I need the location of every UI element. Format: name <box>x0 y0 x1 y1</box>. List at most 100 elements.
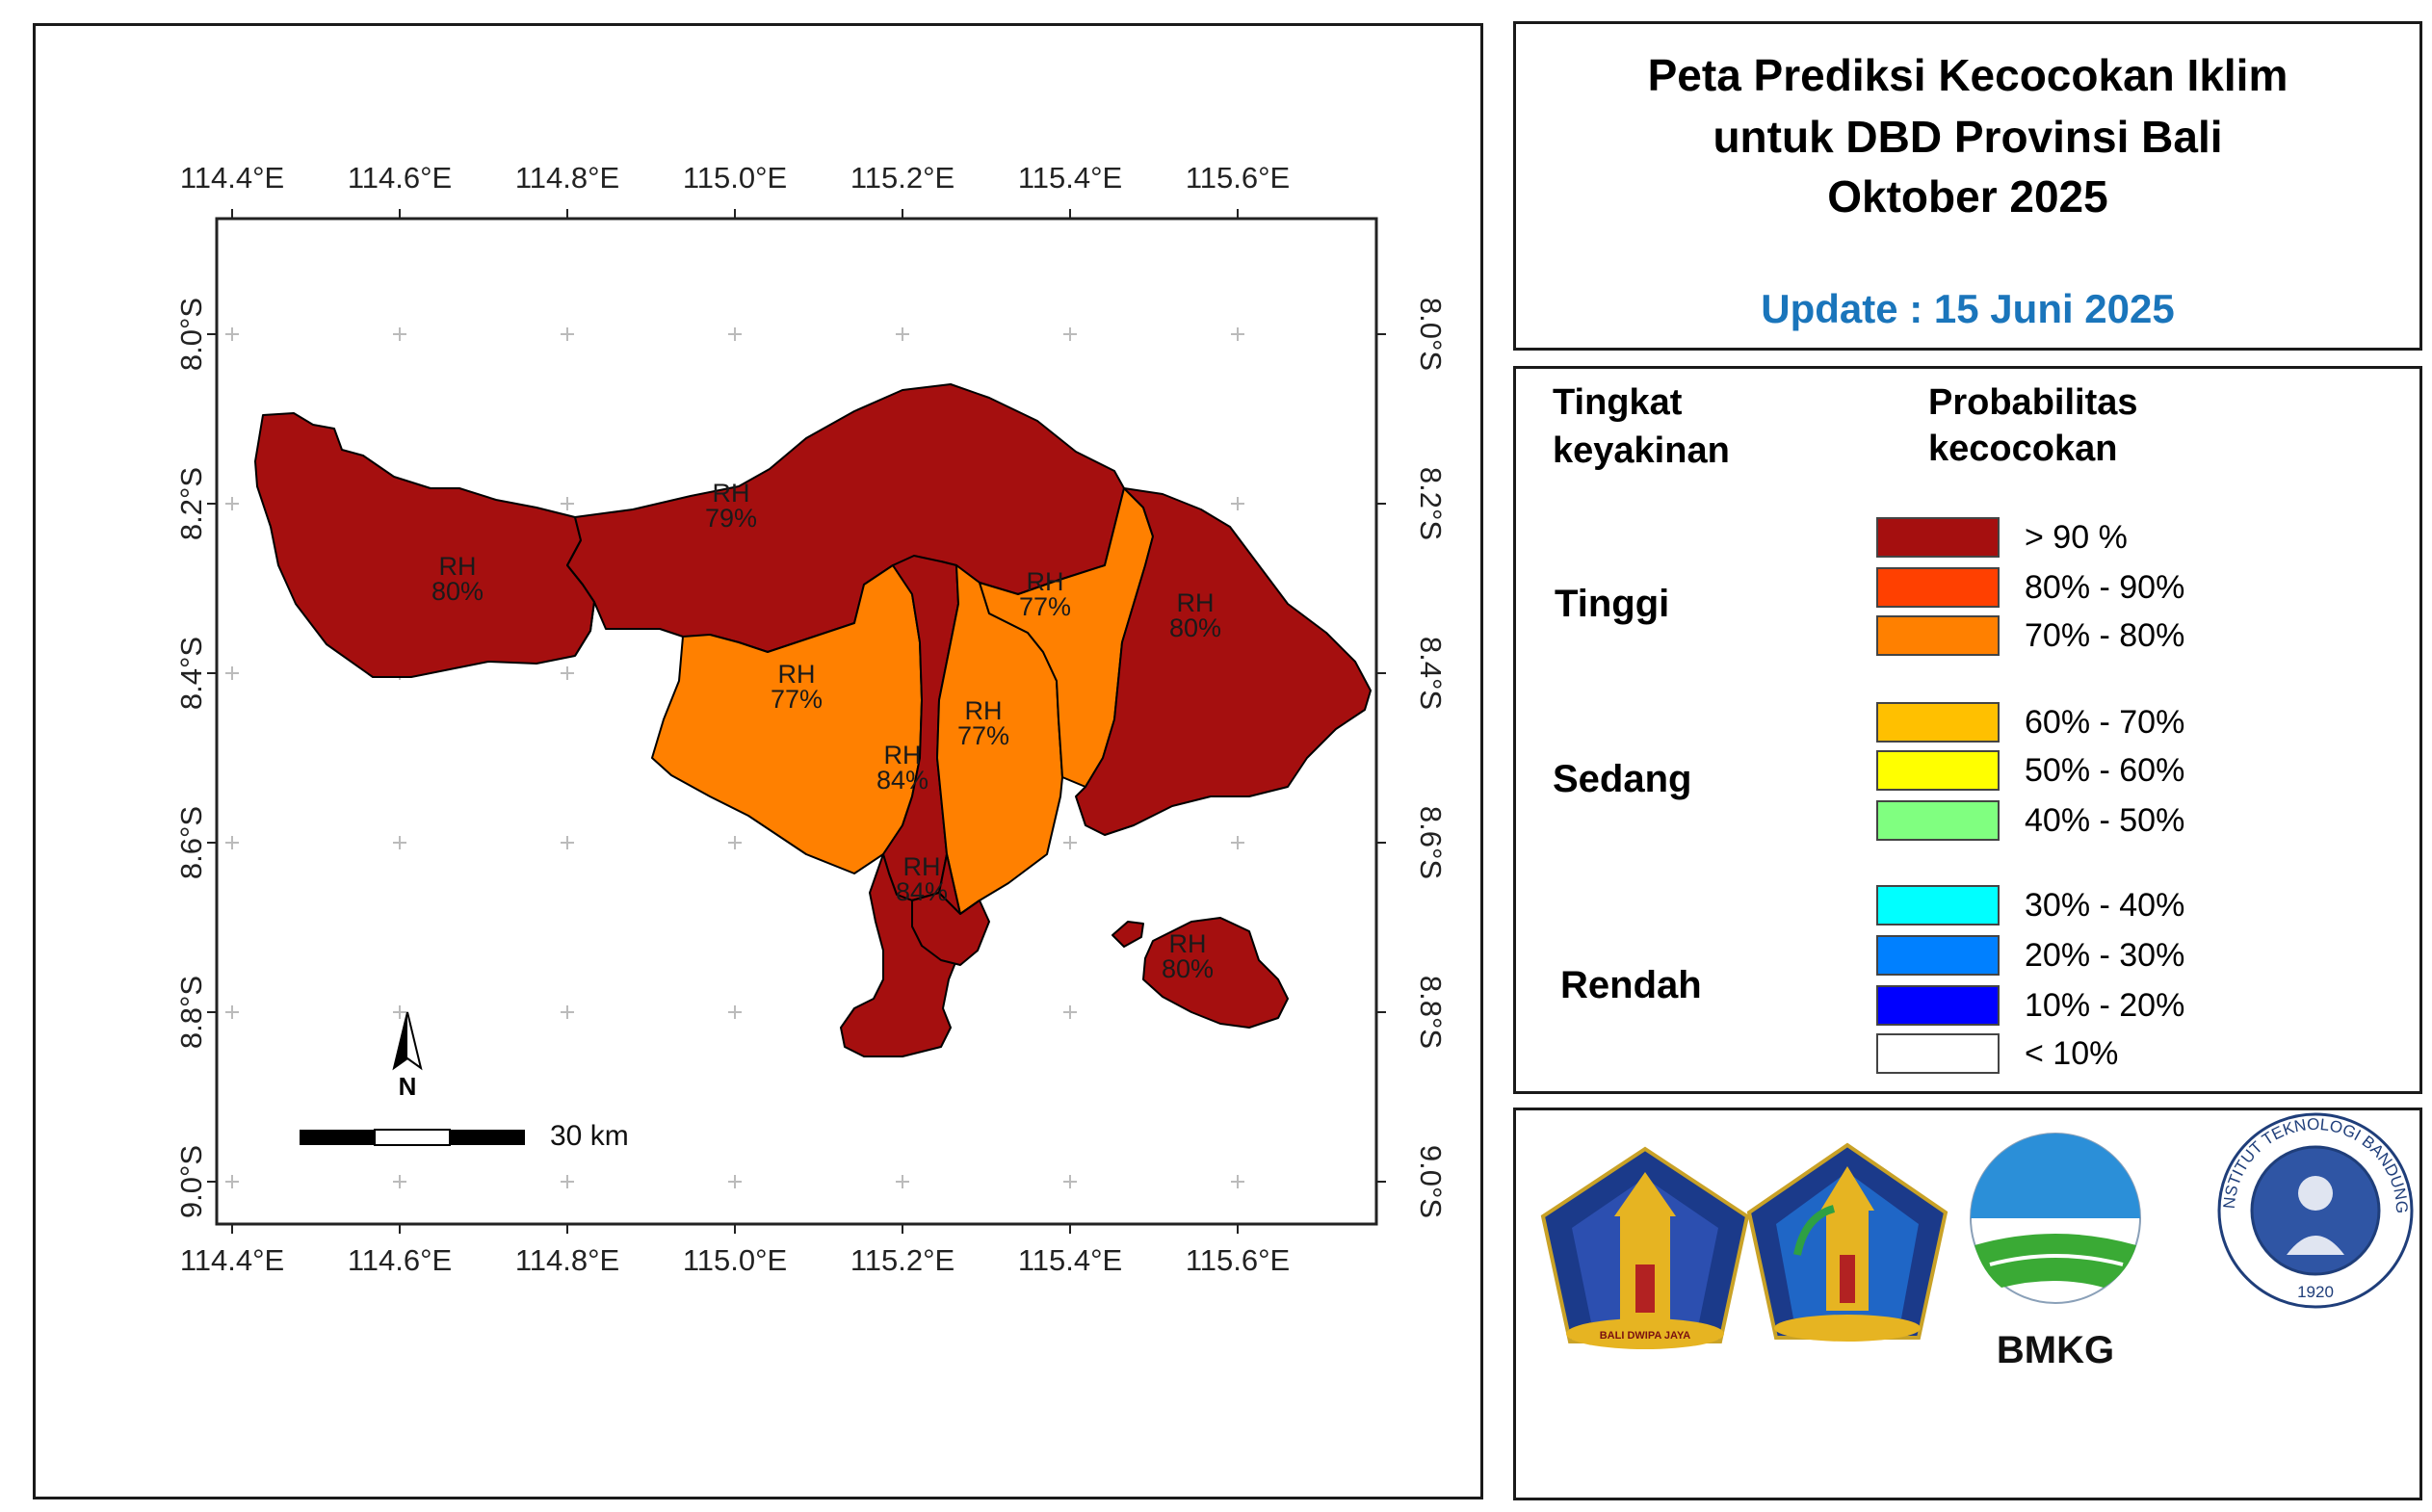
north-arrow-icon: N <box>392 1011 423 1101</box>
north-label: N <box>399 1072 417 1101</box>
lat-label: 8.8°S <box>174 976 208 1049</box>
lon-label: 114.6°E <box>348 161 452 195</box>
region-label-name: RH <box>965 696 1003 725</box>
region-labels: RH 80% RH 79% RH 77% RH 77% RH 77% RH 80… <box>431 479 1221 983</box>
lat-label: 8.6°S <box>174 806 208 879</box>
legend-label: 40% - 50% <box>2025 802 2185 839</box>
region-label-value: 80% <box>1162 954 1214 983</box>
legend-label: 10% - 20% <box>2025 987 2185 1024</box>
bmkg-label: BMKG <box>1997 1329 2114 1371</box>
logo-panel: BALI DWIPA JAYA BMKG <box>1513 1096 2422 1500</box>
lon-label: 115.6°E <box>1186 161 1290 195</box>
region-karangasem[interactable] <box>1075 487 1372 836</box>
legend-label: 70% - 80% <box>2025 617 2185 654</box>
lon-label: 114.4°E <box>180 1243 284 1277</box>
region-label-value: 80% <box>431 577 484 606</box>
region-nusa-penida[interactable] <box>1142 917 1289 1029</box>
logos-svg: BALI DWIPA JAYA BMKG <box>1514 1096 2414 1371</box>
lat-label: 8.0°S <box>174 298 208 371</box>
legend-header-left-2: keyakinan <box>1553 430 1730 471</box>
region-label-name: RH <box>884 741 922 769</box>
lat-label: 8.0°S <box>1414 298 1448 371</box>
lon-label: 114.4°E <box>180 161 284 195</box>
lon-label: 114.8°E <box>515 161 619 195</box>
region-label-value: 80% <box>1169 613 1221 642</box>
legend-label: < 10% <box>2025 1035 2119 1072</box>
legend-swatch <box>1876 702 2000 743</box>
bali-province-logo-icon: BALI DWIPA JAYA <box>1540 1146 1750 1349</box>
region-nusa-lembongan[interactable] <box>1111 921 1144 948</box>
lon-label: 115.0°E <box>683 1243 787 1277</box>
legend-swatch <box>1876 885 2000 925</box>
map-title-line1: Peta Prediksi Kecocokan Iklim <box>1647 50 2288 100</box>
legend-swatch <box>1876 800 2000 841</box>
legend-label: 30% - 40% <box>2025 887 2185 924</box>
lon-label: 115.4°E <box>1018 1243 1122 1277</box>
right-lat-labels: 8.0°S 8.2°S 8.4°S 8.6°S 8.8°S 9.0°S <box>1414 298 1448 1218</box>
region-label-name: RH <box>1027 567 1064 596</box>
region-label-name: RH <box>778 660 816 689</box>
legend-header-left-1: Tingkat <box>1553 382 1683 423</box>
left-lat-labels: 8.0°S 8.2°S 8.4°S 8.6°S 8.8°S 9.0°S <box>174 298 208 1218</box>
lon-label: 115.0°E <box>683 161 787 195</box>
bottom-lon-labels: 114.4°E 114.6°E 114.8°E 115.0°E 115.2°E … <box>180 1243 1290 1277</box>
legend-label: > 90 % <box>2025 519 2128 556</box>
lat-label: 8.8°S <box>1414 976 1448 1049</box>
legend-swatch <box>1876 1033 2000 1074</box>
legend-label: 60% - 70% <box>2025 704 2185 741</box>
legend-swatch <box>1876 985 2000 1026</box>
scale-bar: 30 km <box>300 1120 629 1152</box>
bali-province-logo-icon <box>1746 1142 1948 1342</box>
legend-swatch <box>1876 567 2000 608</box>
group-sedang: Sedang <box>1553 758 1692 800</box>
lat-label: 8.4°S <box>1414 637 1448 710</box>
regency-polygons <box>254 383 1372 1057</box>
region-denpasar[interactable] <box>911 892 990 966</box>
legend-header-right-1: Probabilitas <box>1928 382 2138 423</box>
top-lon-labels: 114.4°E 114.6°E 114.8°E 115.0°E 115.2°E … <box>180 161 1290 195</box>
bmkg-logo-icon: BMKG <box>1970 1133 2141 1371</box>
lat-label: 8.6°S <box>1414 806 1448 879</box>
legend-panel: Tingkat keyakinan Probabilitas kecocokan… <box>1513 366 2422 1094</box>
region-label-name: RH <box>713 479 750 508</box>
scale-label: 30 km <box>550 1120 629 1152</box>
bali-motto: BALI DWIPA JAYA <box>1600 1330 1691 1342</box>
axis-ticks <box>207 209 1386 1234</box>
map-title-line2: untuk DBD Provinsi Bali <box>1713 112 2223 162</box>
region-label-value: 84% <box>896 877 948 906</box>
region-label-name: RH <box>1177 588 1215 617</box>
region-label-value: 79% <box>705 504 757 533</box>
legend-header-right-2: kecocokan <box>1928 429 2118 469</box>
lat-label: 8.2°S <box>174 467 208 540</box>
lon-label: 115.4°E <box>1018 161 1122 195</box>
lon-label: 114.8°E <box>515 1243 619 1277</box>
title-panel: Peta Prediksi Kecocokan Iklim untuk DBD … <box>1513 21 2422 351</box>
region-label-name: RH <box>1169 929 1207 958</box>
lat-label: 9.0°S <box>174 1145 208 1218</box>
group-rendah: Rendah <box>1560 964 1702 1006</box>
region-label-name: RH <box>903 852 941 881</box>
map-panel: 114.4°E 114.6°E 114.8°E 115.0°E 115.2°E … <box>33 23 1483 1499</box>
lon-label: 115.2°E <box>850 1243 954 1277</box>
lon-label: 115.6°E <box>1186 1243 1290 1277</box>
legend-label: 80% - 90% <box>2025 569 2185 606</box>
lat-label: 8.4°S <box>174 637 208 710</box>
legend-swatch <box>1876 615 2000 656</box>
group-tinggi: Tinggi <box>1555 583 1670 625</box>
lon-label: 115.2°E <box>850 161 954 195</box>
legend-label: 20% - 30% <box>2025 937 2185 974</box>
legend-swatch <box>1876 935 2000 976</box>
legend-swatch <box>1876 517 2000 558</box>
region-label-value: 77% <box>771 685 823 714</box>
update-label: Update : 15 Juni 2025 <box>1761 286 2175 331</box>
map-title-line3: Oktober 2025 <box>1827 171 2108 222</box>
region-label-value: 77% <box>957 721 1009 750</box>
region-label-value: 77% <box>1019 592 1071 621</box>
legend-label: 50% - 60% <box>2025 752 2185 789</box>
lon-label: 114.6°E <box>348 1243 452 1277</box>
lat-label: 9.0°S <box>1414 1145 1448 1218</box>
region-label-name: RH <box>439 552 477 581</box>
region-label-value: 84% <box>876 766 928 795</box>
itb-year-label: 1920 <box>2297 1283 2334 1301</box>
legend-swatch <box>1876 750 2000 791</box>
